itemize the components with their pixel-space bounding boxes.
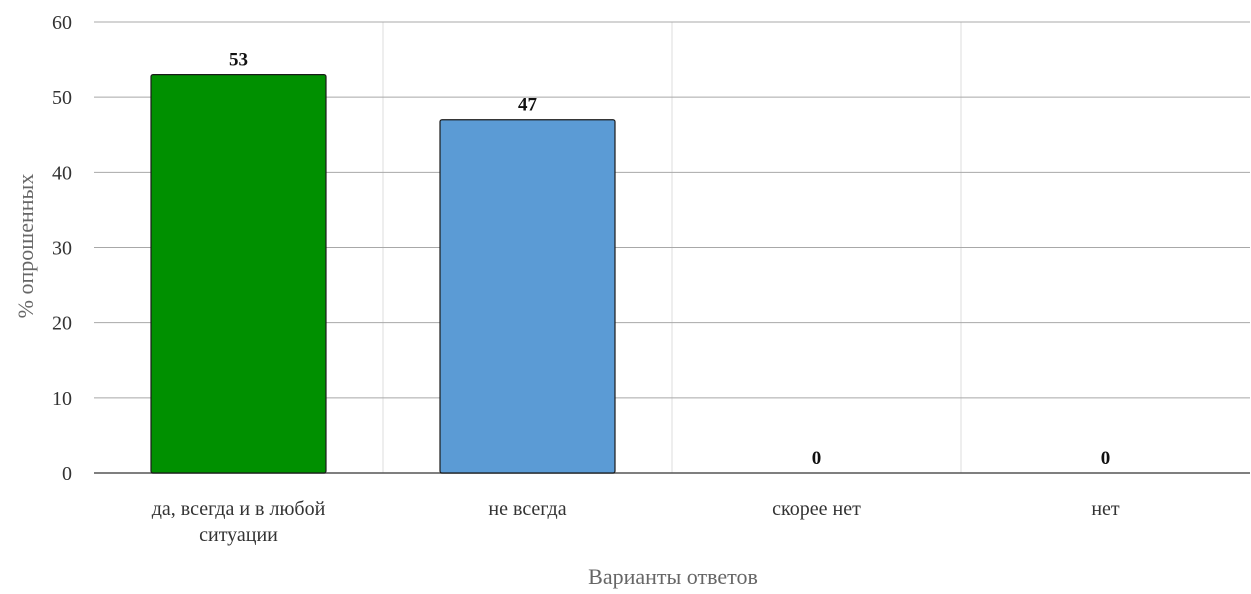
x-tick-label: да, всегда и в любой <box>152 498 326 520</box>
y-axis-title: % опрошенных <box>13 174 38 319</box>
y-axis-ticks: 0 10 20 30 40 50 60 <box>52 12 72 485</box>
data-label: 0 <box>812 448 822 469</box>
data-label: 53 <box>229 50 248 71</box>
bar <box>440 120 615 473</box>
bar <box>151 75 326 473</box>
x-tick-label: не всегда <box>488 498 566 520</box>
y-tick-label: 30 <box>52 238 72 260</box>
x-tick-label: скорее нет <box>772 498 861 520</box>
data-labels: 53 47 0 0 <box>229 50 1110 469</box>
x-tick-label: ситуации <box>199 524 278 546</box>
y-tick-label: 40 <box>52 162 72 184</box>
y-tick-label: 60 <box>52 12 72 34</box>
x-axis-title: Варианты ответов <box>588 564 758 589</box>
y-tick-label: 20 <box>52 313 72 335</box>
x-tick-label: нет <box>1091 498 1120 520</box>
y-tick-label: 0 <box>62 463 72 485</box>
y-tick-label: 50 <box>52 87 72 109</box>
y-tick-label: 10 <box>52 388 72 410</box>
x-axis-category-labels: да, всегда и в любой ситуации не всегда ско… <box>152 498 1120 546</box>
data-label: 0 <box>1101 448 1111 469</box>
data-label: 47 <box>518 95 538 116</box>
